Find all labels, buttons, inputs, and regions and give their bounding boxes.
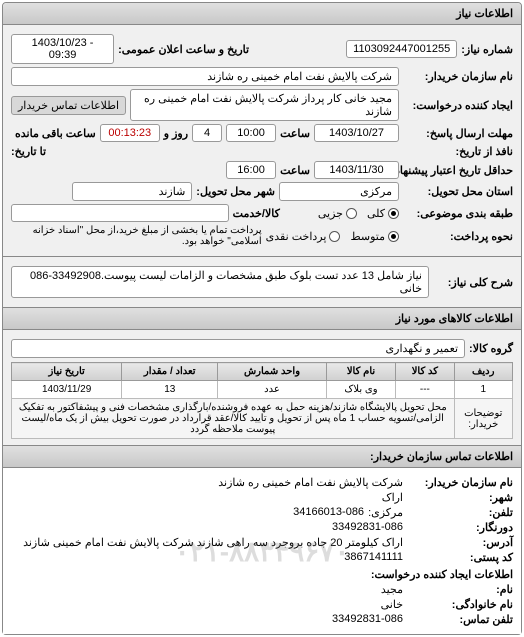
desc-label-cell: توضیحات خریدار: [454, 399, 513, 439]
grouping-all-label: کلی [367, 207, 385, 220]
fax-value: 33492831-086 [332, 521, 403, 534]
city-value: اراک [382, 491, 403, 504]
validity-time: 16:00 [226, 161, 276, 179]
goods-header: اطلاعات کالاهای مورد نیاز [3, 307, 521, 330]
desc-cell: محل تحویل پالایشگاه شازند/هزینه حمل به ع… [12, 399, 455, 439]
pay-opt1-radio[interactable]: متوسط [350, 230, 399, 243]
cell-date: 1403/11/29 [12, 381, 122, 399]
req-contact-header: اطلاعات ایجاد کننده درخواست: [371, 568, 513, 581]
col-date: تاریخ نیاز [12, 363, 122, 381]
lname-label: نام خانوادگی: [403, 598, 513, 611]
time-label-2: ساعت [280, 164, 310, 177]
col-name: نام کالا [326, 363, 395, 381]
lname-value: خانی [381, 598, 403, 611]
payment-label: نحوه پرداخت: [403, 230, 513, 243]
grouping-part-label: جزیی [318, 207, 343, 220]
cell-qty: 13 [122, 381, 218, 399]
fax-label: دورنگار: [403, 521, 513, 534]
datetime-field: 1403/10/23 - 09:39 [11, 34, 114, 64]
col-code: کد کالا [396, 363, 454, 381]
time-label-1: ساعت [280, 127, 310, 140]
org-value: شرکت پالایش نفت امام خمینی ره شازند [218, 476, 403, 489]
buyer-contact-button[interactable]: اطلاعات تماس خریدار [11, 96, 126, 115]
pay-opt2-label: پرداخت نقدی [266, 230, 327, 243]
payment-note: پرداخت تمام یا بخشی از مبلغ خرید،از محل … [11, 225, 262, 247]
grouping-all-radio[interactable]: کلی [367, 207, 399, 220]
delivery-city-label: شهر محل تحویل: [196, 185, 275, 198]
need-no-label: شماره نیاز: [461, 43, 513, 56]
keywords-label: شرح کلی نیاز: [433, 276, 513, 289]
requester-label: ایجاد کننده درخواست: [403, 99, 513, 112]
post-value: 3867141111 [344, 551, 403, 564]
deadline-date: 1403/10/27 [314, 124, 399, 142]
days-suffix: روز و [164, 127, 188, 140]
contact-header: اطلاعات تماس سازمان خریدار: [3, 445, 521, 468]
delivery-prov: مرکزی [279, 182, 399, 201]
buyer-name-label: نام سازمان خریدار: [403, 70, 513, 83]
col-qty: تعداد / مقدار [122, 363, 218, 381]
phase-to-label: تا تاریخ: [11, 145, 46, 158]
keywords-field: نیاز شامل 13 عدد تست بلوک طبق مشخصات و ا… [11, 266, 429, 298]
cell-code: --- [396, 381, 454, 399]
pay-opt2-radio[interactable]: پرداخت نقدی [266, 230, 341, 243]
radio-dot-icon [329, 231, 340, 242]
name-value: مجید [381, 583, 403, 596]
grouping-label: طبقه بندی موضوعی: [403, 207, 513, 220]
delivery-city: شازند [72, 182, 192, 201]
tel-main-label: مرکزی: [368, 506, 403, 519]
goods-group-field: تعمیر و نگهداری [11, 339, 465, 358]
radio-dot-icon [346, 208, 357, 219]
cat-field [11, 204, 229, 222]
goods-table: ردیف کد کالا نام کالا واحد شمارش تعداد /… [11, 362, 513, 439]
deadline-label: مهلت ارسال پاسخ: [403, 127, 513, 140]
post-label: کد پستی: [403, 551, 513, 564]
buyer-name-field: شرکت پالایش نفت امام خمینی ره شازند [11, 67, 399, 86]
cell-name: وی بلاک [326, 381, 395, 399]
pay-opt1-label: متوسط [350, 230, 385, 243]
ctel-value: 33492831-086 [332, 613, 403, 626]
ctel-label: تلفن تماس: [403, 613, 513, 626]
validity-date: 1403/11/30 [314, 161, 399, 179]
col-unit: واحد شمارش [218, 363, 327, 381]
radio-dot-icon [388, 231, 399, 242]
cell-unit: عدد [218, 381, 327, 399]
panel-title: اطلاعات نیاز [3, 3, 521, 25]
radio-dot-icon [388, 208, 399, 219]
table-header-row: ردیف کد کالا نام کالا واحد شمارش تعداد /… [12, 363, 513, 381]
time-remaining: 00:13:23 [100, 124, 160, 142]
goods-group-label: گروه کالا: [469, 342, 513, 355]
name-label: نام: [403, 583, 513, 596]
cat-label: کالا/خدمت [233, 207, 280, 220]
addr-value: اراک کیلومتر 20 جاده بروجرد سه راهی شازن… [23, 536, 403, 549]
phase-from-label: نافذ از تاریخ: [403, 145, 513, 158]
validity-label: حداقل تاریخ اعتبار پیشنهاد: [403, 164, 513, 177]
tel-label: تلفن: [403, 506, 513, 519]
days-remaining: 4 [192, 124, 222, 142]
table-row[interactable]: 1 --- وی بلاک عدد 13 1403/11/29 [12, 381, 513, 399]
contact-section: ۰۲۱-۸۸۳۴۹۶۷۰ نام سازمان خریدار: شرکت پال… [3, 468, 521, 634]
city-label: شهر: [403, 491, 513, 504]
deadline-time: 10:00 [226, 124, 276, 142]
col-row: ردیف [454, 363, 513, 381]
requester-field: مجید خانی کار پرداز شرکت پالایش نفت امام… [130, 89, 399, 121]
org-label: نام سازمان خریدار: [403, 476, 513, 489]
cell-row: 1 [454, 381, 513, 399]
delivery-prov-label: استان محل تحویل: [403, 185, 513, 198]
addr-label: آدرس: [403, 536, 513, 549]
datetime-label: تاریخ و ساعت اعلان عمومی: [118, 43, 249, 56]
need-no-field: 1103092447001255 [346, 40, 457, 58]
grouping-part-radio[interactable]: جزیی [318, 207, 357, 220]
remain-label: ساعت باقی مانده [15, 127, 96, 140]
tel-main-value: 34166013-086 [293, 506, 364, 519]
table-desc-row: توضیحات خریدار: محل تحویل پالایشگاه شازن… [12, 399, 513, 439]
